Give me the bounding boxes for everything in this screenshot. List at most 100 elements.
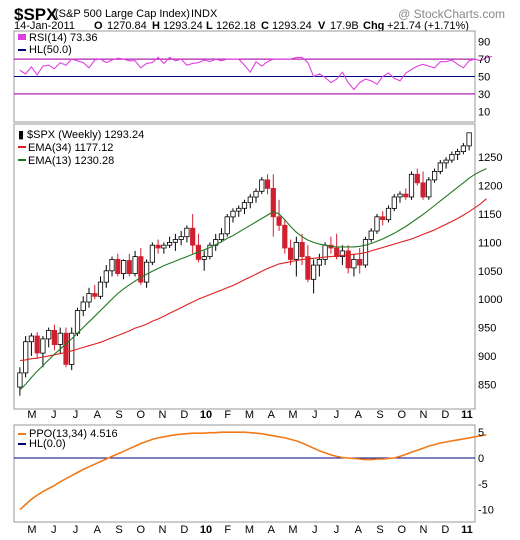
price-x-tick-label: A: [355, 409, 363, 421]
candle: [201, 250, 207, 271]
price-x-tick-label: M: [288, 409, 297, 421]
rsi-y-tick-label: 90: [478, 37, 490, 49]
ppo-line: [19, 431, 487, 511]
ppo-x-tick-label: J: [312, 524, 318, 536]
candle: [126, 253, 132, 277]
candle: [23, 336, 29, 378]
candle: [247, 194, 253, 209]
ppo-x-tick-label: D: [441, 524, 449, 536]
candle: [51, 324, 58, 351]
candle-body: [282, 224, 288, 249]
candle: [299, 233, 305, 266]
ppo-x-tick-label: 10: [200, 524, 212, 536]
rsi-line: [19, 55, 493, 91]
candle: [282, 219, 288, 254]
price-x-tick-label: D: [180, 409, 188, 421]
candle: [28, 333, 35, 356]
candle-body: [426, 179, 432, 198]
candle: [351, 253, 357, 277]
candle-body: [224, 216, 230, 235]
ppo-x-tick-label: 11: [461, 524, 473, 536]
candle-body: [218, 233, 225, 240]
candle: [46, 327, 52, 348]
ppo-x-tick-label: N: [159, 524, 167, 536]
candle-body: [201, 256, 207, 260]
ppo-x-tick-label: S: [115, 524, 122, 536]
ppo-x-tick-label: J: [51, 524, 57, 536]
price-x-tick-label: M: [245, 409, 254, 421]
candle-body: [391, 196, 397, 209]
candle-body: [397, 193, 403, 198]
ema34-legend-label: EMA(34) 1177.12: [28, 142, 113, 154]
candle: [241, 199, 248, 214]
ema34-line: [19, 198, 487, 362]
candle: [310, 259, 317, 294]
ppo-x-tick-label: M: [245, 524, 254, 536]
candle: [166, 236, 173, 249]
symbol-name: (S&P 500 Large Cap Index): [55, 8, 190, 20]
ema13-line: [19, 168, 487, 391]
symbol-title: $SPX: [14, 5, 58, 24]
candle-body: [431, 170, 438, 181]
candle: [253, 188, 259, 203]
low-label: L: [206, 20, 213, 32]
candle-body: [339, 250, 346, 257]
candle: [80, 296, 86, 317]
ppo-x-tick-label: A: [355, 524, 363, 536]
price-x-tick-label: J: [73, 409, 79, 421]
candle-body: [403, 193, 409, 198]
candle: [443, 157, 449, 169]
price-x-tick-label: S: [376, 409, 383, 421]
candle: [276, 199, 282, 232]
candle-body: [17, 372, 23, 388]
price-y-tick-label: 1000: [478, 294, 502, 306]
candle: [426, 177, 432, 200]
candle: [109, 256, 115, 277]
candle: [92, 284, 98, 300]
candle-body: [126, 260, 132, 275]
candle: [431, 168, 438, 183]
candle-body: [380, 216, 386, 221]
candle: [408, 171, 415, 200]
candle: [115, 253, 121, 277]
candle-body: [259, 179, 265, 192]
price-y-tick-label: 1150: [478, 209, 502, 221]
candle: [454, 148, 461, 161]
candle: [287, 239, 294, 266]
price-x-tick-label: 10: [200, 409, 212, 421]
candle-body: [74, 310, 81, 334]
candle: [40, 336, 46, 368]
candle-body: [92, 293, 98, 297]
ppo-x-tick-label: M: [27, 524, 36, 536]
candle-body: [385, 207, 392, 221]
candle-body: [190, 227, 196, 246]
candle-body: [109, 258, 115, 272]
price-y-tick-label: 900: [478, 351, 496, 363]
price-x-tick-label: A: [94, 409, 102, 421]
open-value: 1270.84: [107, 20, 147, 32]
candle: [184, 225, 190, 243]
ppo-x-tick-label: A: [94, 524, 102, 536]
exchange-label: INDX: [191, 8, 218, 20]
candle: [420, 171, 426, 200]
candle-body: [184, 227, 190, 238]
candle-body: [449, 153, 455, 161]
candle: [17, 367, 23, 396]
candle-body: [368, 230, 374, 240]
ppo-legend-label: PPO(13,34) 4.516: [29, 428, 118, 440]
change-label: Chg: [363, 20, 384, 32]
candle: [403, 188, 409, 200]
ppo-x-tick-label: N: [420, 524, 428, 536]
rsi-hl-legend-label: HL(50.0): [29, 44, 72, 56]
candle-body: [207, 244, 213, 257]
candle: [449, 151, 455, 163]
candle-body: [155, 244, 161, 249]
candle: [121, 259, 127, 280]
price-y-tick-label: 850: [478, 379, 496, 391]
candle: [414, 168, 420, 186]
candle: [259, 177, 265, 195]
candle-body: [46, 329, 52, 340]
price-x-tick-label: S: [115, 409, 122, 421]
candle: [328, 236, 334, 254]
candle-body: [466, 132, 472, 147]
